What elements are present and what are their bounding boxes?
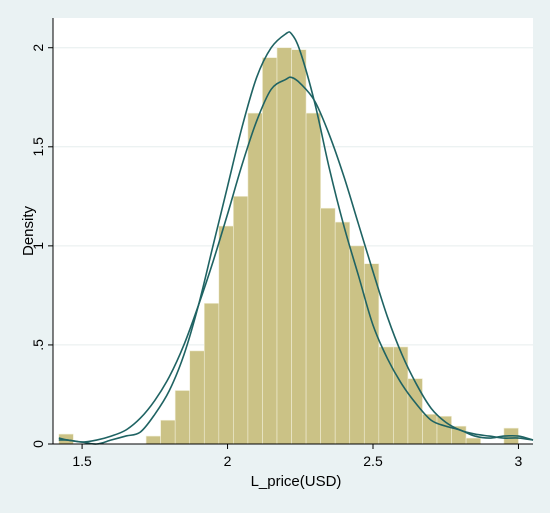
histogram-bar	[262, 57, 278, 445]
y-tick-label: 0	[30, 440, 46, 448]
histogram-bar	[218, 225, 234, 445]
y-tick-label: .5	[30, 339, 46, 351]
x-axis-ticks: 1.5 2 2.5 3	[72, 444, 523, 469]
y-axis-title: Density	[20, 205, 37, 256]
histogram-bar	[349, 245, 365, 445]
density-curve-2	[58, 31, 534, 445]
density-curve-1	[58, 76, 534, 443]
x-axis-title: L_price(USD)	[251, 473, 342, 490]
histogram-bar	[174, 390, 191, 445]
histogram-bar	[203, 303, 220, 445]
histogram-bar	[291, 49, 307, 445]
x-tick-label: 1.5	[72, 453, 92, 469]
histogram-bar	[160, 419, 176, 445]
histogram-bar	[145, 435, 161, 445]
histogram-bar	[378, 346, 394, 445]
y-tick-label: 1.5	[30, 137, 46, 157]
x-tick-label: 3	[515, 453, 523, 469]
density-curves	[58, 31, 534, 445]
histogram-bar	[363, 263, 380, 445]
x-tick-label: 2	[224, 453, 232, 469]
histogram-bar	[276, 47, 292, 445]
histogram-bar	[334, 221, 351, 445]
histogram-bar	[189, 350, 205, 445]
histogram-bar	[407, 378, 423, 445]
histogram-bar	[305, 112, 321, 445]
histogram-bar	[247, 112, 263, 445]
histogram-bars	[58, 47, 519, 445]
y-axis-ticks: 0 .5 1 1.5 2	[30, 44, 53, 448]
histogram-bar	[233, 196, 249, 445]
axes	[52, 18, 533, 445]
y-tick-label: 2	[30, 44, 46, 52]
histogram-bar	[465, 437, 481, 445]
y-tick-label: 1	[30, 242, 46, 250]
histogram-bar	[320, 207, 336, 445]
x-tick-label: 2.5	[363, 453, 383, 469]
